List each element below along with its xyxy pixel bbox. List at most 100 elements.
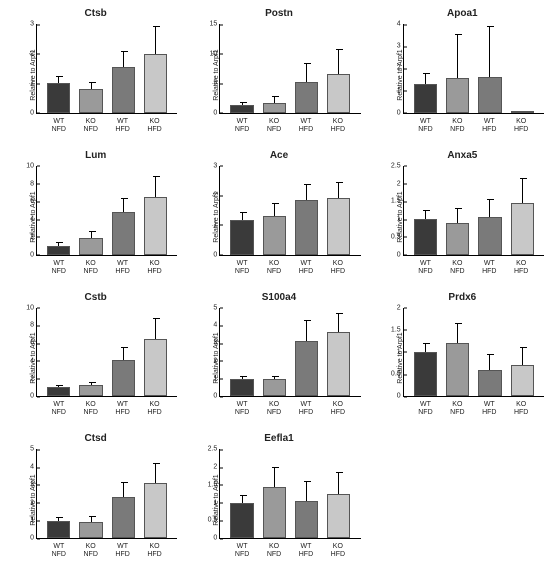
y-tick: 1.5 — [391, 326, 404, 333]
y-tick: 4 — [30, 216, 37, 223]
error-bar — [58, 517, 59, 521]
x-tick-label: KONFD — [79, 541, 102, 567]
bar — [295, 501, 318, 538]
chart-panel-cstb: CstbRelative to Arpf10246810WTNFDKONFDWT… — [10, 292, 181, 426]
error-bar — [306, 481, 307, 501]
x-tick-label: WTHFD — [294, 116, 317, 142]
bar-group — [79, 24, 102, 113]
chart-panel-prdx6: Prdx6Relative to Arpf100.511.52WTNFDKONF… — [377, 292, 548, 426]
bar — [295, 341, 318, 396]
y-tick: 2 — [30, 499, 37, 506]
bar-group — [295, 24, 318, 113]
bar — [327, 198, 350, 254]
x-tick-label: KONFD — [446, 399, 469, 425]
plot-area: 051015 — [219, 24, 360, 114]
error-bar — [489, 199, 490, 217]
x-axis-labels: WTNFDKONFDWTHFDKOHFD — [219, 541, 360, 567]
x-tick-label: WTNFD — [231, 541, 254, 567]
chart-title: Postn — [193, 8, 364, 19]
bar — [112, 360, 135, 396]
x-tick-label: KONFD — [446, 116, 469, 142]
chart-title: Prdx6 — [377, 292, 548, 303]
bar — [79, 385, 102, 396]
error-bar — [425, 343, 426, 352]
bars-container — [37, 166, 177, 255]
bar-group — [478, 24, 501, 113]
bar — [263, 216, 286, 254]
y-tick: 1.5 — [208, 481, 221, 488]
bar — [478, 370, 501, 397]
bar-group — [47, 24, 70, 113]
bar-group — [414, 166, 437, 255]
y-tick: 3 — [213, 340, 220, 347]
x-tick-label: KONFD — [263, 116, 286, 142]
x-tick-label: WTNFD — [47, 116, 70, 142]
y-tick: 2 — [213, 192, 220, 199]
y-tick: 2 — [30, 233, 37, 240]
bar — [327, 332, 350, 396]
plot-area: 0123 — [36, 24, 177, 114]
bar — [230, 220, 253, 254]
error-bar — [123, 482, 124, 497]
bar-group — [414, 24, 437, 113]
chart-title: Anxa5 — [377, 150, 548, 161]
plot-area: 012345 — [36, 449, 177, 539]
x-tick-label: KONFD — [79, 116, 102, 142]
x-tick-label: WTHFD — [294, 541, 317, 567]
bar-group — [327, 166, 350, 255]
x-tick-label: KOHFD — [510, 399, 533, 425]
bars-container — [220, 166, 360, 255]
x-tick-label: KOHFD — [326, 116, 349, 142]
bar-group — [295, 449, 318, 538]
bar-group — [478, 166, 501, 255]
bar — [47, 521, 70, 538]
y-tick: 2 — [397, 180, 404, 187]
error-bar — [522, 178, 523, 203]
y-tick: 10 — [210, 50, 221, 57]
error-bar — [242, 495, 243, 502]
error-bar — [155, 318, 156, 338]
error-bar — [425, 210, 426, 219]
error-bar — [123, 51, 124, 67]
bar — [511, 203, 534, 254]
y-tick: 4 — [213, 322, 220, 329]
bars-container — [220, 449, 360, 538]
bar-group — [478, 308, 501, 397]
y-tick: 1 — [213, 375, 220, 382]
x-tick-label: KOHFD — [143, 541, 166, 567]
bar — [263, 379, 286, 396]
y-tick: 8 — [30, 180, 37, 187]
y-tick: 0.5 — [391, 233, 404, 240]
error-bar — [274, 467, 275, 487]
x-axis-labels: WTNFDKONFDWTHFDKOHFD — [36, 541, 177, 567]
bar — [263, 103, 286, 113]
plot-area: 00.511.522.5 — [403, 166, 544, 256]
bar-group — [230, 166, 253, 255]
bar — [478, 217, 501, 254]
y-tick: 6 — [30, 198, 37, 205]
x-tick-label: KONFD — [263, 399, 286, 425]
bar-group — [79, 166, 102, 255]
bar-group — [47, 449, 70, 538]
y-tick: 1 — [397, 87, 404, 94]
bar — [446, 78, 469, 112]
x-axis-labels: WTNFDKONFDWTHFDKOHFD — [219, 399, 360, 425]
bar — [446, 223, 469, 255]
bar — [295, 82, 318, 113]
y-tick: 5 — [213, 304, 220, 311]
bar-group — [446, 308, 469, 397]
y-tick: 2 — [213, 357, 220, 364]
x-tick-label: KONFD — [79, 399, 102, 425]
error-bar — [338, 313, 339, 333]
bar-group — [327, 449, 350, 538]
bar-group — [112, 449, 135, 538]
x-axis-labels: WTNFDKONFDWTHFDKOHFD — [219, 116, 360, 142]
y-tick: 0.5 — [208, 517, 221, 524]
x-tick-label: WTNFD — [414, 258, 437, 284]
x-tick-label: WTHFD — [111, 116, 134, 142]
bar — [478, 77, 501, 113]
bar-group — [295, 166, 318, 255]
x-tick-label: KONFD — [446, 258, 469, 284]
x-tick-label: WTHFD — [111, 258, 134, 284]
error-bar — [123, 198, 124, 212]
